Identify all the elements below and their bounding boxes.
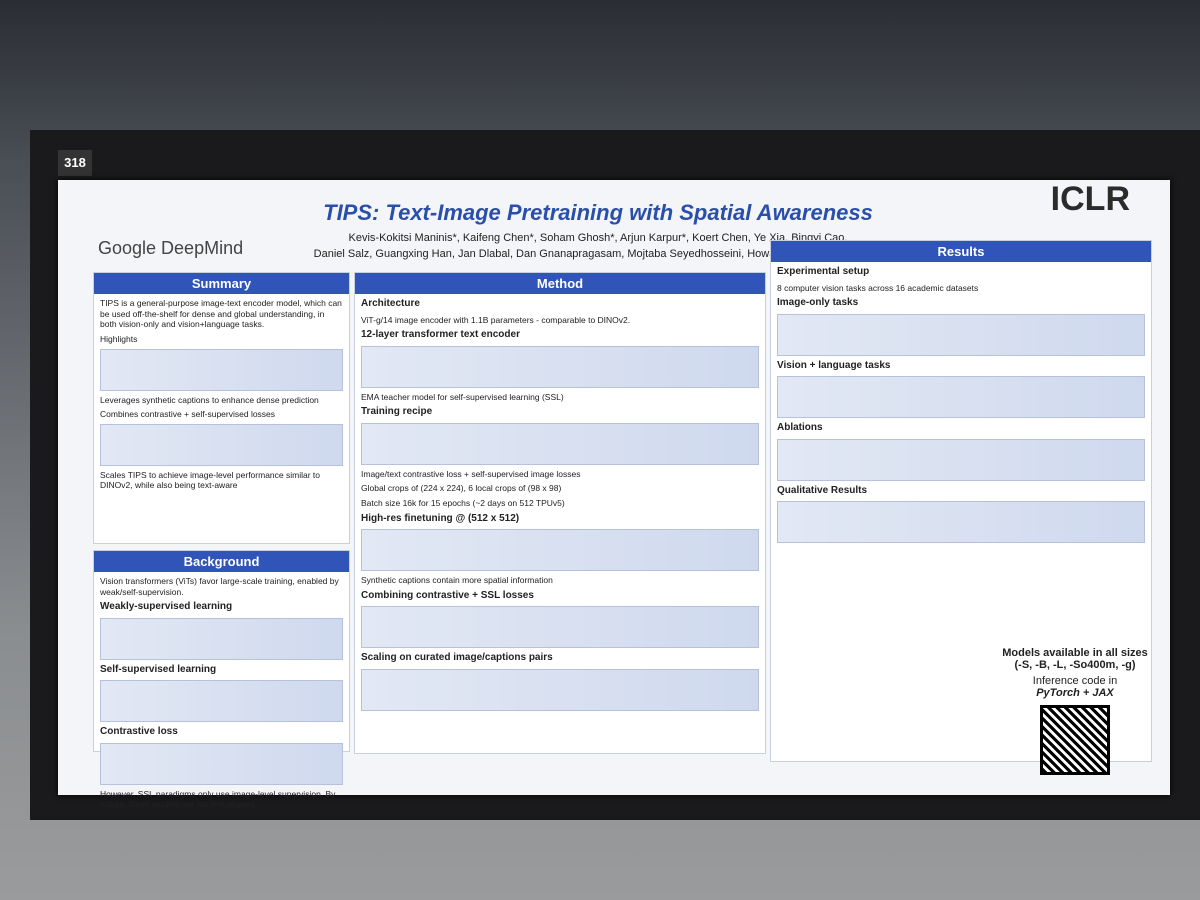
- section-heading: Background: [94, 551, 349, 572]
- section-text: Synthetic captions contain more spatial …: [361, 575, 553, 586]
- board-number: 318: [58, 150, 92, 176]
- poster-title: TIPS: Text-Image Pretraining with Spatia…: [323, 200, 873, 225]
- figure: [100, 742, 343, 785]
- section-text: Image/text contrastive loss + self-super…: [361, 468, 581, 479]
- figure: [777, 313, 1145, 356]
- footer-text: (-S, -B, -L, -So400m, -g): [1014, 659, 1136, 671]
- section-text: Highlights: [100, 333, 138, 344]
- section-text: 8 computer vision tasks across 16 academ…: [777, 282, 979, 293]
- section-text: Leverages synthetic captions to enhance …: [100, 394, 319, 405]
- footer-text: PyTorch + JAX: [1036, 687, 1114, 699]
- figure: [100, 348, 343, 391]
- section-heading: Method: [355, 273, 765, 294]
- section-text: Combines contrastive + self-supervised l…: [100, 409, 276, 420]
- figure: [361, 606, 759, 649]
- section-text: Batch size 16k for 15 epochs (~2 days on…: [361, 498, 565, 508]
- section-text: Architecture: [361, 298, 420, 309]
- qr-code: [1040, 705, 1110, 775]
- section-text: Combining contrastive + SSL losses: [361, 589, 534, 601]
- footer-text: Models available in all sizes: [1002, 647, 1148, 659]
- figure: [100, 617, 343, 660]
- section-text: Contrastive loss: [100, 726, 178, 738]
- figure: [361, 668, 759, 711]
- affiliation: Google DeepMind: [98, 238, 244, 258]
- figure: [361, 529, 759, 572]
- authors: Kevis-Kokitsi Maninis*, Kaifeng Chen*, S…: [348, 232, 848, 244]
- section-text: TIPS is a general-purpose image-text enc…: [100, 298, 342, 330]
- section: Summary TIPS is a general-purpose image-t…: [93, 272, 350, 544]
- figure: [100, 680, 343, 723]
- section-text: Vision transformers (ViTs) favor large-s…: [100, 576, 339, 597]
- venue-logo: ICLR: [1050, 180, 1130, 218]
- authors: Daniel Salz, Guangxing Han, Jan Dlabal, …: [313, 248, 883, 260]
- section-heading: Results: [771, 241, 1151, 262]
- section-text: ViT-g/14 image encoder with 1.1B paramet…: [361, 314, 631, 325]
- section-text: However, SSL paradigms only use image-le…: [100, 788, 336, 810]
- figure: [777, 438, 1145, 481]
- section-text: EMA teacher model for self-supervised le…: [361, 391, 564, 402]
- poster: Google DeepMind TIPS: Text-Image Pretrai…: [58, 180, 1170, 809]
- section-text: Experimental setup: [777, 266, 870, 277]
- section-text: Training recipe: [361, 406, 433, 418]
- section: Method Architecture ViT-g/14 image encoder…: [354, 272, 766, 754]
- section: Results Experimental setup 8 computer visi…: [770, 240, 1152, 762]
- section-text: Image-only tasks: [777, 297, 859, 309]
- section-text: Ablations: [777, 422, 823, 434]
- section-text: Vision + language tasks: [777, 359, 891, 371]
- figure: [361, 422, 759, 465]
- section-text: Qualitative Results: [777, 484, 868, 496]
- section-text: High-res finetuning @ (512 x 512): [361, 512, 520, 524]
- section-heading: Summary: [94, 273, 349, 294]
- figure: [777, 376, 1145, 419]
- section-text: Scaling on curated image/captions pairs: [361, 652, 553, 664]
- section-text: 12-layer transformer text encoder: [361, 329, 520, 341]
- section-text: Weakly-supervised learning: [100, 601, 233, 613]
- section-text: Global crops of (224 x 224), 6 local cro…: [361, 483, 562, 494]
- footer: Models available in all sizes (-S, -B, -…: [1000, 647, 1150, 775]
- figure: [100, 423, 343, 466]
- footer-text: Inference code in: [1032, 675, 1118, 687]
- figure: [361, 345, 759, 388]
- figure: [777, 501, 1145, 544]
- section-text: Scales TIPS to achieve image-level perfo…: [100, 469, 320, 491]
- section-text: Self-supervised learning: [100, 663, 217, 675]
- section: Background Vision transformers (ViTs) fav…: [93, 550, 350, 809]
